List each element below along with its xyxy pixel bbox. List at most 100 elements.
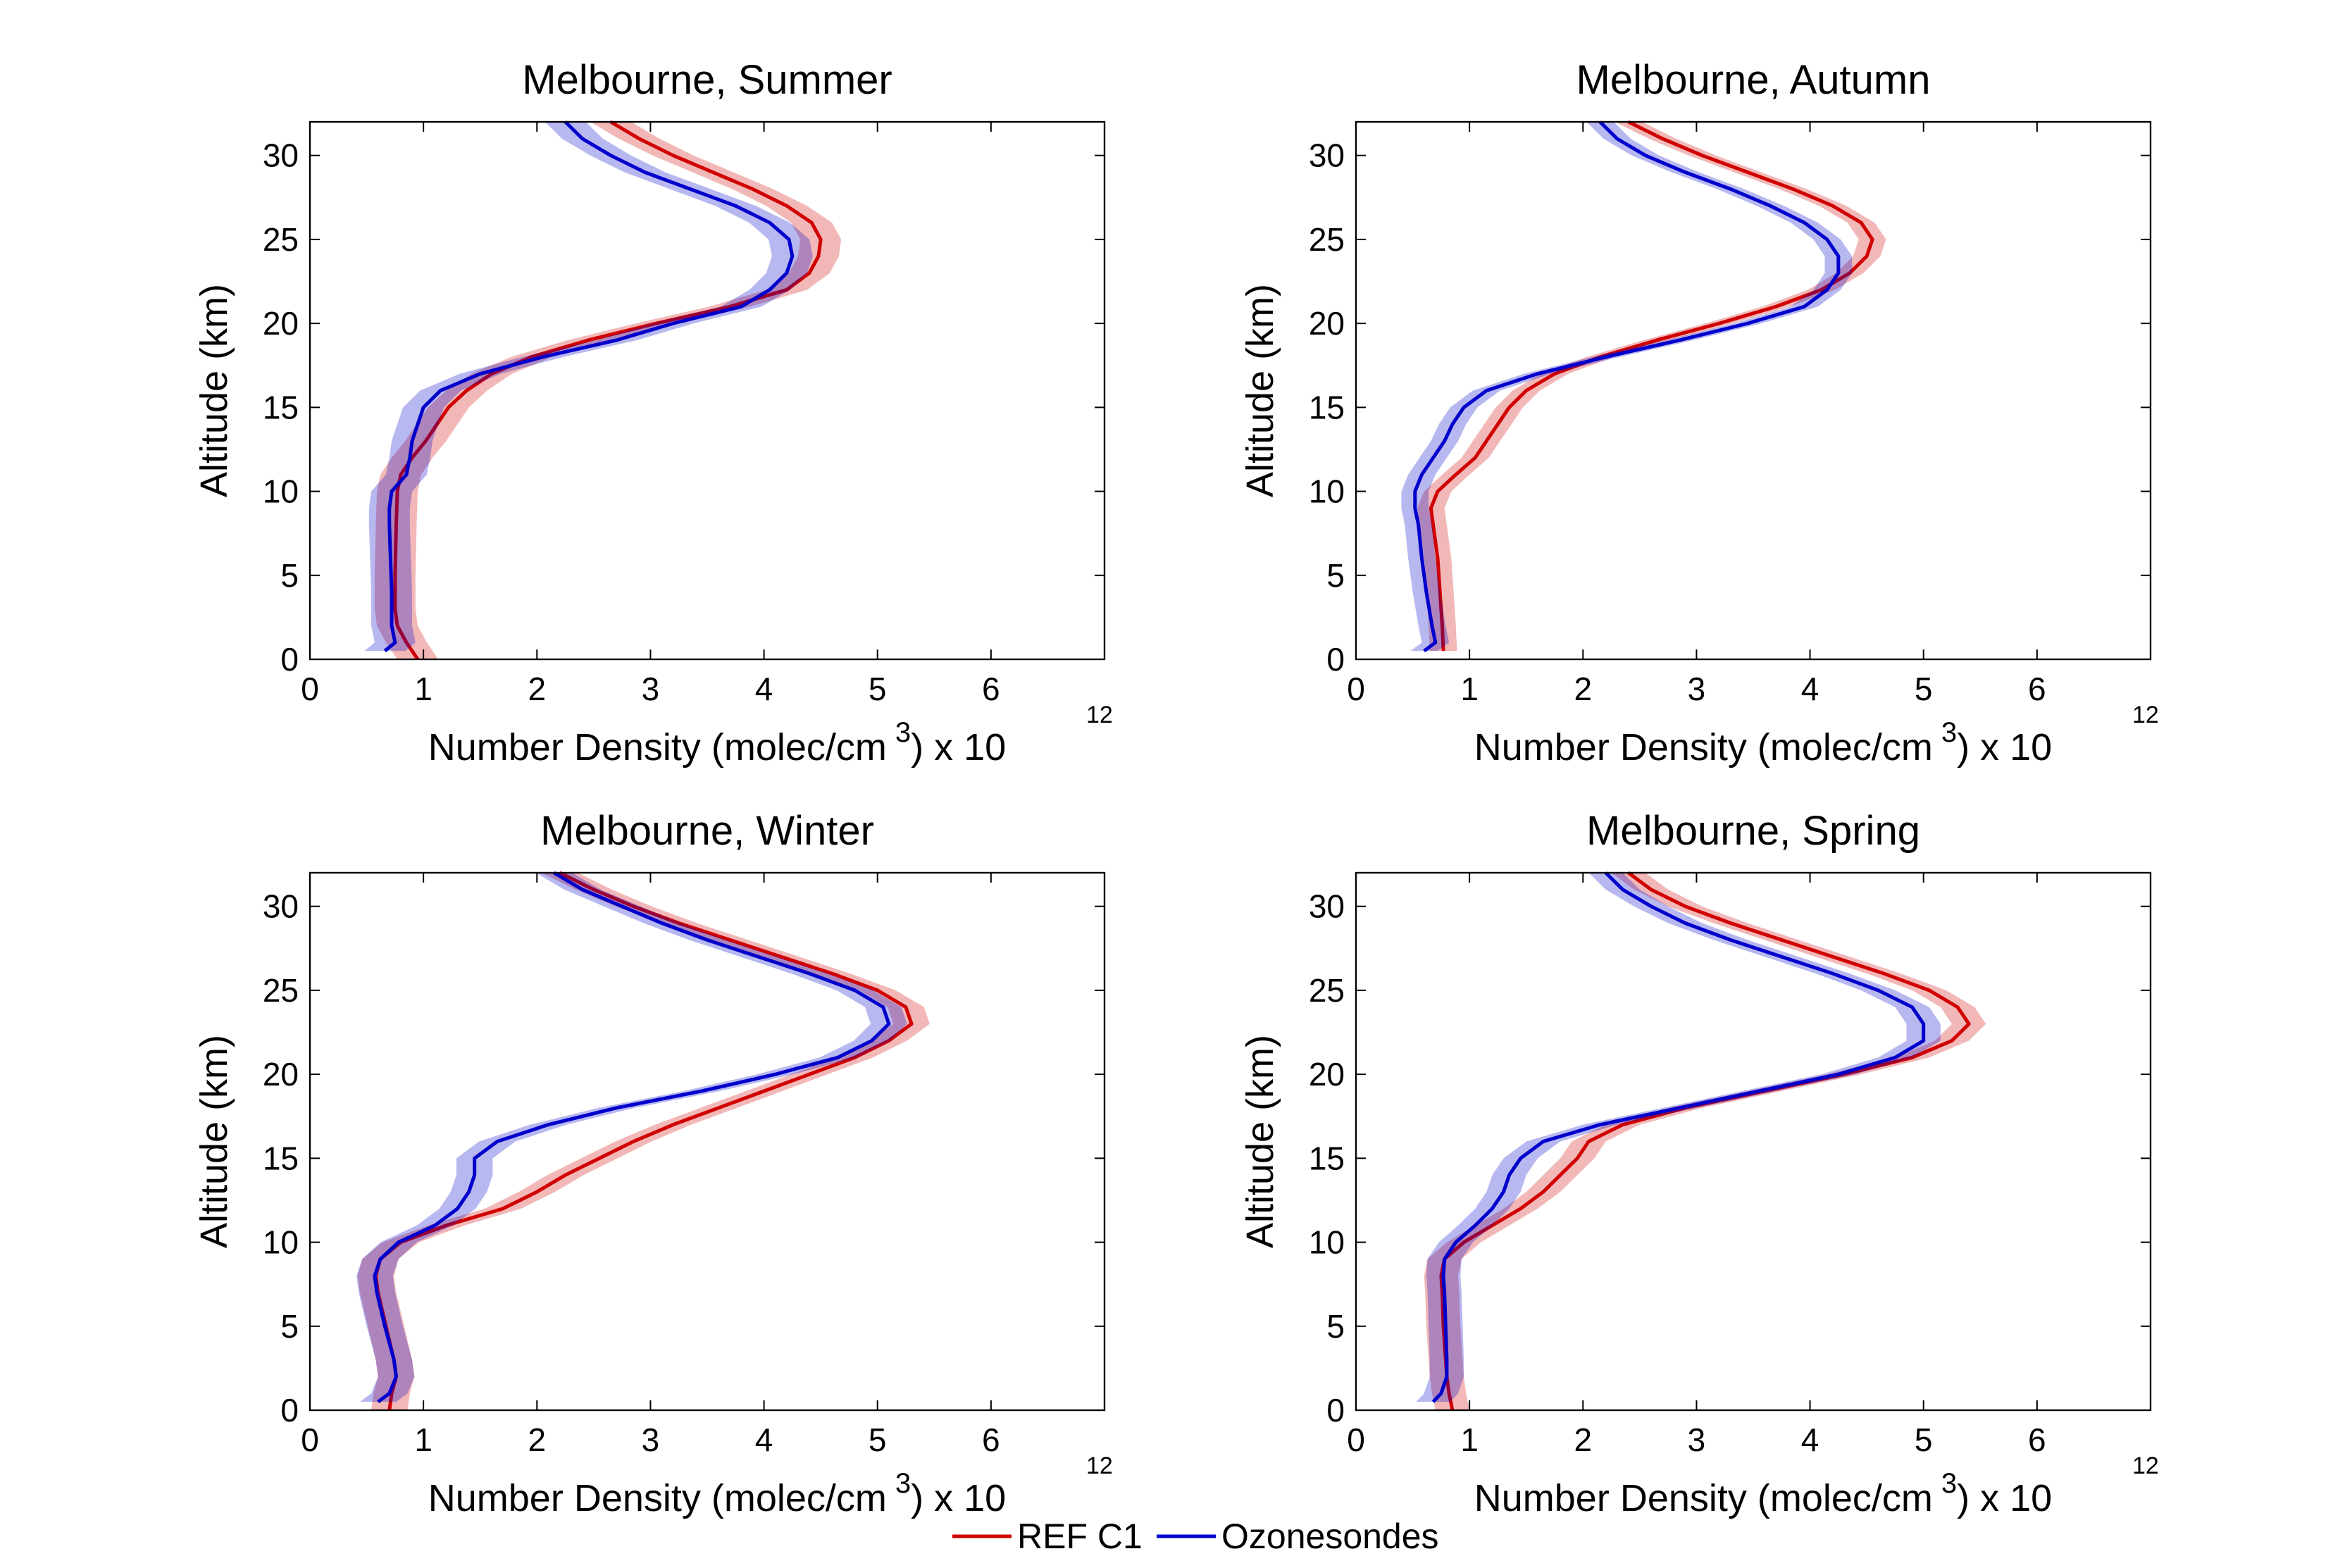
x-axis-label-tail: ) x 10	[911, 726, 1006, 769]
x-tick-label: 1	[414, 1421, 433, 1458]
legend: REF C1 Ozonesondes	[952, 1517, 1439, 1556]
axes-frame	[309, 871, 1106, 1412]
chart-title: Melbourne, Autumn	[1576, 57, 1931, 103]
x-tick-label: 6	[982, 1421, 1000, 1458]
y-tick-label: 25	[263, 221, 299, 258]
series-line-ozonesondes	[1413, 120, 1841, 653]
x-axis-exponent: 12	[1086, 1452, 1113, 1479]
x-tick-label: 6	[2028, 1421, 2046, 1458]
y-tick-label: 30	[1309, 888, 1345, 925]
axes-frame	[1355, 871, 2152, 1412]
x-tick-label: 5	[1915, 1421, 1933, 1458]
x-tick-label: 4	[1801, 671, 1819, 707]
x-axis-label-tail: ) x 10	[1957, 1477, 2052, 1519]
x-tick-label: 2	[528, 1421, 546, 1458]
x-tick-label: 2	[528, 671, 546, 707]
legend-label-ref-c1: REF C1	[1017, 1517, 1143, 1556]
y-tick-label: 25	[1309, 972, 1345, 1009]
x-axis-label-main: Number Density (molec/cm	[428, 726, 887, 769]
y-tick-label: 25	[1309, 221, 1345, 258]
x-axis-label: Number Density (molec/cm 3) x 10	[1474, 717, 2052, 769]
axes-border	[309, 120, 1106, 661]
axes-border	[1355, 120, 2152, 661]
y-tick-label: 0	[280, 641, 299, 678]
x-axis-exponent: 12	[1086, 702, 1113, 728]
y-tick-label: 30	[1309, 137, 1345, 174]
x-axis-label-main: Number Density (molec/cm	[1474, 726, 1933, 769]
chart-title: Melbourne, Spring	[1586, 808, 1920, 854]
x-tick-label: 0	[301, 671, 319, 707]
x-tick-label: 3	[1688, 1421, 1706, 1458]
x-axis-label-superscript: 3	[1941, 717, 1957, 748]
x-tick-label: 5	[869, 671, 887, 707]
x-tick-label: 5	[869, 1421, 887, 1458]
y-tick-label: 0	[1326, 1392, 1345, 1429]
y-tick-label: 30	[263, 137, 299, 174]
y-tick-label: 10	[263, 1224, 299, 1261]
series-line-ref-c1	[393, 120, 823, 661]
y-tick-label: 15	[263, 1140, 299, 1176]
y-tick-label: 10	[1309, 1224, 1345, 1261]
x-tick-label: 3	[1688, 671, 1706, 707]
x-axis-label-tail: ) x 10	[911, 1477, 1006, 1519]
series-line-ozonesondes	[383, 120, 795, 653]
x-axis-label-superscript: 3	[895, 1468, 911, 1499]
x-tick-label: 4	[755, 1421, 773, 1458]
y-axis-label: Altitude (km)	[193, 1035, 235, 1248]
y-tick-label: 5	[280, 557, 299, 594]
y-tick-label: 10	[1309, 473, 1345, 510]
x-axis-exponent: 12	[2132, 702, 2159, 728]
y-tick-label: 10	[263, 473, 299, 510]
x-axis-label: Number Density (molec/cm 3) x 10	[1474, 1468, 2052, 1519]
x-tick-label: 4	[1801, 1421, 1819, 1458]
y-axis-label: Altitude (km)	[1239, 284, 1281, 497]
x-tick-label: 2	[1574, 1421, 1592, 1458]
y-axis-label: Altitude (km)	[1239, 1035, 1281, 1248]
y-tick-label: 20	[1309, 305, 1345, 342]
series-band-ref-c1	[357, 873, 930, 1410]
x-axis-label-superscript: 3	[1941, 1468, 1957, 1499]
y-tick-label: 5	[280, 1308, 299, 1345]
x-tick-label: 1	[1460, 671, 1479, 707]
x-axis-label-superscript: 3	[895, 717, 911, 748]
x-tick-label: 6	[2028, 671, 2046, 707]
y-tick-label: 0	[280, 1392, 299, 1429]
x-tick-label: 0	[1347, 1421, 1365, 1458]
y-tick-label: 5	[1326, 1308, 1345, 1345]
series-band-ozonesondes	[1401, 122, 1853, 652]
y-tick-label: 20	[1309, 1056, 1345, 1093]
x-tick-label: 0	[1347, 671, 1365, 707]
x-axis-exponent: 12	[2132, 1452, 2159, 1479]
legend-label-ozonesondes: Ozonesondes	[1221, 1517, 1439, 1556]
x-tick-label: 3	[642, 1421, 660, 1458]
x-tick-label: 2	[1574, 671, 1592, 707]
x-tick-label: 3	[642, 671, 660, 707]
x-tick-label: 1	[414, 671, 433, 707]
x-tick-label: 6	[982, 671, 1000, 707]
y-tick-label: 25	[263, 972, 299, 1009]
chart-title: Melbourne, Winter	[540, 808, 874, 854]
axes-border	[309, 871, 1106, 1412]
x-tick-label: 0	[301, 1421, 319, 1458]
x-tick-label: 4	[755, 671, 773, 707]
y-tick-label: 15	[1309, 1140, 1345, 1176]
y-tick-label: 15	[1309, 389, 1345, 425]
y-tick-label: 0	[1326, 641, 1345, 678]
y-tick-label: 5	[1326, 557, 1345, 594]
x-axis-label-main: Number Density (molec/cm	[428, 1477, 887, 1519]
x-axis-label-tail: ) x 10	[1957, 726, 2052, 769]
chart-title: Melbourne, Summer	[522, 57, 892, 103]
x-axis-label: Number Density (molec/cm 3) x 10	[428, 717, 1006, 769]
series-line-ozonesondes	[1431, 871, 1926, 1403]
y-tick-label: 20	[263, 305, 299, 342]
y-tick-label: 15	[263, 389, 299, 425]
series-line-ref-c1	[1439, 871, 1971, 1411]
axes-border	[1355, 871, 2152, 1412]
x-axis-label: Number Density (molec/cm 3) x 10	[428, 1468, 1006, 1519]
y-tick-label: 20	[263, 1056, 299, 1093]
x-axis-label-main: Number Density (molec/cm	[1474, 1477, 1933, 1519]
y-tick-label: 30	[263, 888, 299, 925]
